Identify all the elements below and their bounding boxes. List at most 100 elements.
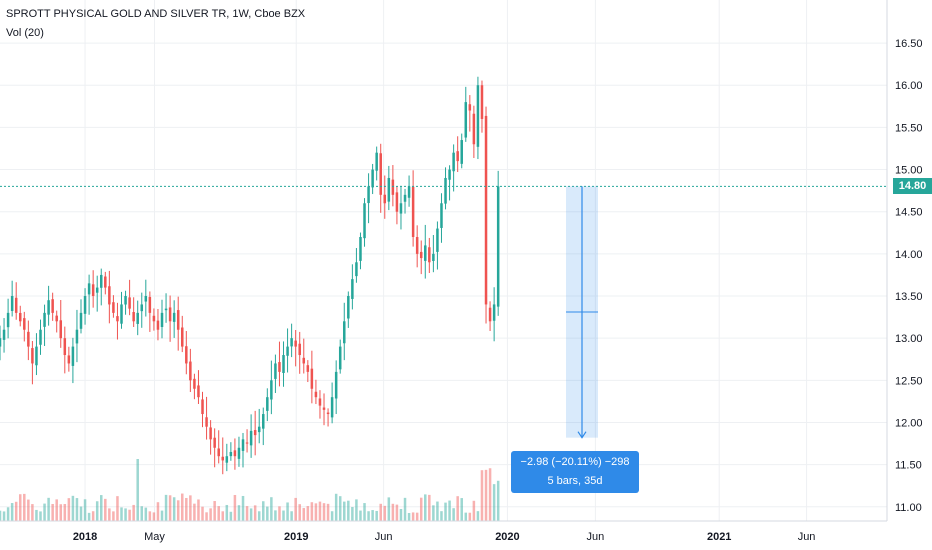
volume-bar	[274, 510, 277, 521]
volume-bar	[18, 494, 22, 521]
candle-body	[10, 296, 14, 311]
volume-bar	[233, 494, 237, 521]
candle-body	[322, 407, 326, 410]
volume-bar	[116, 496, 119, 521]
volume-bar	[43, 503, 46, 521]
candle-body	[375, 152, 378, 171]
volume-bar	[270, 497, 273, 521]
volume-bar	[310, 502, 314, 521]
candle-body	[310, 368, 314, 389]
x-tick-label: 2018	[73, 531, 97, 543]
volume-bar	[148, 511, 152, 521]
candle-body	[2, 329, 6, 340]
y-tick-label: 12.00	[895, 417, 923, 429]
volume-bar	[245, 506, 249, 521]
volume-bar	[6, 507, 10, 521]
candle-body	[253, 430, 257, 436]
volume-bar	[79, 506, 83, 521]
volume-bar	[31, 504, 34, 521]
candle-body	[351, 279, 354, 299]
candle-body	[148, 296, 152, 313]
volume-bar	[160, 510, 164, 521]
measure-tool[interactable]	[566, 186, 598, 439]
volume-bar	[172, 497, 176, 521]
candle-body	[257, 426, 261, 433]
volume-bar	[83, 499, 87, 521]
volume-bar	[480, 470, 484, 521]
volume-bar	[217, 506, 220, 521]
candle-body	[468, 104, 472, 111]
candle-body	[71, 346, 75, 366]
volume-bar	[185, 497, 188, 521]
volume-bar	[383, 505, 387, 521]
volume-bar	[375, 510, 378, 521]
volume-bar	[298, 504, 301, 521]
volume-bar	[363, 503, 366, 521]
volume-bar	[71, 495, 75, 521]
candle-body	[290, 338, 293, 347]
volume-bar	[460, 498, 463, 521]
volume-bar	[387, 497, 391, 521]
candle-body	[176, 310, 180, 330]
volume-bar	[213, 501, 216, 521]
volume-bar	[59, 504, 63, 521]
volume-bar	[448, 500, 451, 521]
candle-body	[55, 315, 58, 322]
candle-body	[67, 355, 71, 364]
candle-body	[185, 346, 188, 364]
candle-body	[193, 378, 196, 389]
candle-body	[201, 399, 204, 415]
candle-body	[225, 456, 229, 463]
volume-bar	[322, 503, 326, 521]
volume-bar	[168, 495, 172, 521]
volume-bar	[221, 511, 225, 521]
candle-body	[379, 153, 382, 195]
volume-bar	[249, 508, 253, 521]
volume-bar	[464, 512, 468, 521]
volume-bar	[391, 503, 395, 521]
candle-body	[0, 338, 2, 347]
grid-lines	[0, 0, 887, 521]
volume-bar	[63, 503, 67, 521]
volume-bar	[403, 497, 407, 521]
candle-body	[87, 283, 91, 295]
volume-indicator-label[interactable]: Vol (20)	[6, 27, 44, 39]
y-axis[interactable]: 16.50 16.00 15.50 15.00 14.50 14.00 13.50 13.00…	[895, 38, 923, 514]
volume-bar	[229, 511, 233, 521]
volume-bar	[476, 511, 480, 521]
candle-body	[160, 312, 164, 327]
volume-bar	[152, 512, 156, 521]
volume-bar	[14, 501, 18, 521]
volume-bar	[351, 507, 354, 521]
candle-body	[229, 451, 233, 457]
volume-bar	[27, 499, 30, 521]
volume-bar	[314, 503, 318, 521]
y-tick-label: 11.50	[895, 460, 922, 472]
candle-body	[286, 346, 289, 356]
x-tick-label: May	[144, 531, 165, 543]
volume-bar	[371, 510, 374, 521]
y-tick-label: 13.00	[895, 333, 923, 345]
volume-bar	[294, 497, 297, 521]
candle-body	[181, 327, 184, 347]
x-tick-label: 2020	[495, 531, 519, 543]
volume-bar	[440, 511, 443, 521]
candle-body	[452, 152, 455, 172]
candle-body	[108, 286, 111, 305]
x-axis[interactable]: 2018 May 2019 Jun 2020 Jun 2021 Jun	[73, 531, 816, 543]
candle-body	[116, 316, 119, 322]
volume-bar	[156, 502, 160, 521]
candle-body	[383, 194, 387, 204]
y-tick-label: 15.00	[895, 165, 923, 177]
volume-bar	[282, 510, 285, 521]
candle-body	[363, 203, 366, 239]
candle-body	[59, 320, 63, 339]
candle-body	[343, 321, 346, 344]
volume-bar	[415, 512, 419, 521]
volume-bar	[201, 506, 204, 521]
candle-body	[411, 186, 415, 237]
candle-body	[318, 398, 322, 406]
volume-bar	[136, 459, 139, 521]
candle-body	[83, 296, 87, 314]
